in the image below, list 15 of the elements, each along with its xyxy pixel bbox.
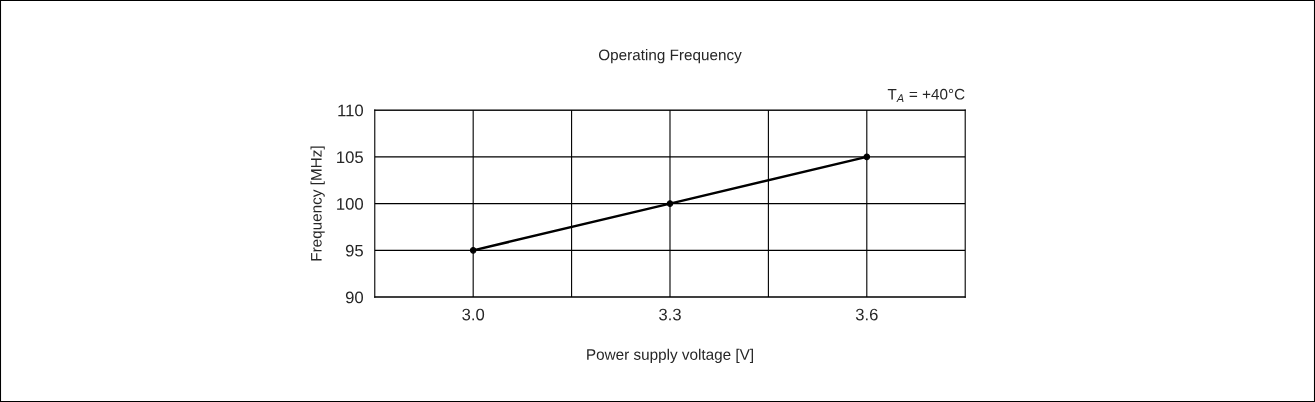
text: T$_{A}$ = +40°C	[887, 88, 965, 102]
y-tick-label: 95	[345, 244, 363, 257]
x-tick-label: 3.3	[659, 308, 681, 321]
y-tick-label: 90	[345, 291, 364, 304]
y-tick-label: 100	[337, 198, 364, 210]
x-axis-title: Power supply voltage [V]	[587, 348, 753, 363]
x-tick-label: 3.6	[855, 308, 878, 321]
point	[863, 153, 871, 161]
y-tick-label: 105	[337, 151, 363, 164]
x-tick-label: 3.0	[462, 308, 485, 321]
chart-title: Operating Frequency	[598, 49, 742, 64]
y-tick-label: 110	[338, 104, 364, 117]
y-axis-title: Frequency [MHz]	[310, 146, 325, 261]
point	[469, 247, 477, 254]
point	[666, 200, 674, 207]
